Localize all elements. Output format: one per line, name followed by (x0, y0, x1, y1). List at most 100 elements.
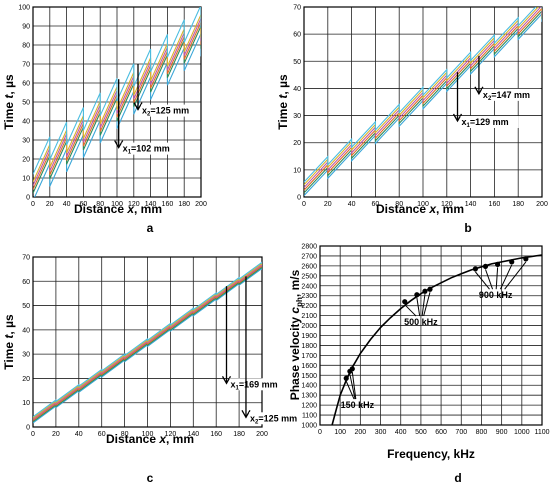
x-tick-label: 100 (111, 201, 123, 208)
x-tick-label: 800 (476, 429, 488, 436)
x-tick-label: 140 (187, 431, 199, 438)
x-tick-label: 180 (512, 201, 524, 208)
data-point (427, 286, 433, 292)
data-point (414, 292, 420, 298)
y-tick-label: 50 (22, 100, 30, 107)
annotation-label: x1=102 mm (123, 144, 170, 156)
x-tick-label: 20 (46, 201, 54, 208)
annotation-label: x2=147 mm (483, 90, 530, 102)
x-tick-label: 40 (75, 431, 83, 438)
arrow-head (474, 86, 484, 96)
y-tick-label: 20 (293, 140, 301, 147)
y-tick-label: 10 (293, 167, 301, 174)
annotation-bg (248, 412, 307, 425)
y-tick-label: 1300 (301, 393, 317, 400)
x-tick-label: 0 (31, 201, 35, 208)
x-tick-label: 40 (63, 201, 71, 208)
y-tick-label: 1800 (301, 343, 317, 350)
y-tick-label: 80 (22, 43, 30, 50)
y-tick-label: 2600 (301, 263, 317, 270)
y-tick-label: 40 (22, 327, 30, 334)
x-tick-label: 140 (145, 201, 157, 208)
y-axis-label: Time t, µs (276, 74, 290, 130)
y-tick-label: 1100 (302, 413, 317, 420)
y-tick-label: 1500 (301, 373, 317, 380)
x-tick-label: 140 (465, 201, 477, 208)
y-tick-label: 2100 (301, 313, 317, 320)
arrow-head (452, 113, 463, 123)
data-point (402, 299, 408, 305)
x-tick-label: 200 (195, 201, 207, 208)
y-tick-label: 60 (22, 279, 30, 286)
y-tick-label: 0 (26, 425, 30, 432)
leader-line (404, 304, 417, 317)
y-tick-label: 2500 (301, 273, 317, 280)
y-tick-label: 90 (22, 24, 30, 31)
series-line-6 (304, 7, 542, 183)
leader-line (504, 261, 527, 290)
x-tick-label: 1000 (514, 429, 530, 436)
annotation-label: x1=129 mm (462, 117, 509, 129)
y-tick-label: 70 (22, 255, 30, 262)
y-tick-label: 100 (18, 5, 30, 12)
data-point (343, 375, 349, 381)
x-tick-label: 180 (178, 201, 190, 208)
x-tick-label: 40 (348, 201, 356, 208)
data-point (523, 256, 529, 262)
frequency-label: 150 kHz (341, 400, 375, 410)
series-line-6 (33, 261, 262, 418)
leader-line (416, 297, 421, 317)
y-tick-label: 30 (293, 113, 301, 120)
y-axis-label: Phase velocity cph, m/s (288, 269, 304, 400)
chart-panel-c: 0 20 40 60 80 100 120 140 160 180 200 0 10 20 30 40 50 60… (2, 255, 307, 485)
x-tick-label: 200 (355, 429, 367, 436)
data-point (509, 259, 515, 265)
arrow-head (241, 409, 251, 419)
x-tick-label: 1100 (534, 429, 549, 436)
annotation-bg (141, 104, 199, 117)
data-point (349, 366, 355, 372)
data-point (472, 266, 478, 272)
x-tick-label: 120 (128, 201, 140, 208)
x-tick-label: 160 (210, 431, 222, 438)
arrow-head (133, 102, 143, 111)
x-tick-label: 80 (395, 201, 403, 208)
annotation-label: x2=125 mm (142, 106, 189, 118)
y-tick-label: 2700 (301, 253, 317, 260)
annotation-bg (229, 378, 288, 391)
leader-line (345, 381, 355, 400)
y-tick-label: 60 (293, 32, 301, 39)
x-tick-label: 0 (302, 201, 306, 208)
x-tick-label: 20 (52, 431, 60, 438)
x-axis-label: Frequency, kHz (387, 447, 475, 461)
x-tick-label: 900 (496, 429, 508, 436)
x-tick-label: 180 (233, 431, 245, 438)
annotation-label: x2=125 mm (250, 413, 297, 425)
y-tick-label: 1900 (301, 333, 317, 340)
x-tick-label: 100 (334, 429, 346, 436)
plot-frame (32, 6, 202, 198)
x-tick-label: 700 (455, 429, 467, 436)
y-tick-label: 1700 (301, 353, 317, 360)
panel-label: c (147, 471, 154, 485)
frequency-label: 500 kHz (404, 317, 438, 327)
x-tick-label: 500 (415, 429, 427, 436)
x-tick-label: 120 (441, 201, 453, 208)
x-tick-label: 100 (417, 201, 429, 208)
y-tick-label: 1400 (301, 383, 317, 390)
x-tick-label: 0 (318, 429, 322, 436)
x-axis-label: Distance x, mm (106, 432, 194, 446)
x-tick-label: 20 (324, 201, 332, 208)
x-tick-label: 160 (489, 201, 501, 208)
annotation-bg (481, 88, 540, 101)
leader-line (351, 371, 357, 400)
x-tick-label: 600 (435, 429, 447, 436)
leader-line (421, 294, 426, 317)
x-tick-label: 120 (165, 431, 177, 438)
y-tick-label: 2200 (301, 303, 317, 310)
y-tick-label: 2000 (301, 323, 317, 330)
x-axis-label: Distance x, mm (74, 202, 162, 216)
data-point (495, 261, 501, 267)
data-point (482, 263, 489, 269)
